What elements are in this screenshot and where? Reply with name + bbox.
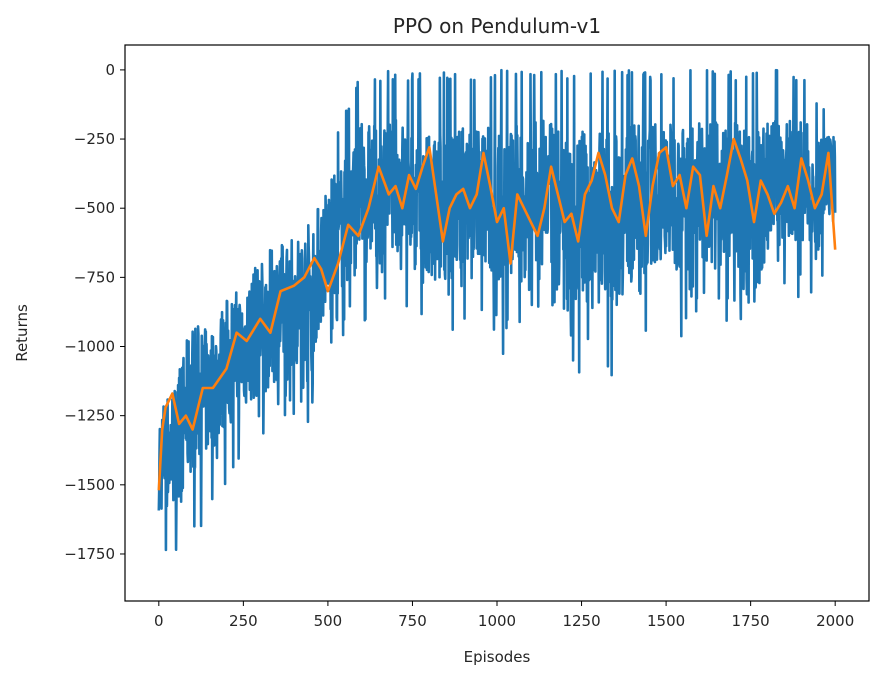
y-tick-label: −500 — [74, 199, 115, 217]
series-moving-average-line — [157, 137, 837, 491]
x-tick-label: 500 — [314, 612, 343, 630]
x-tick-label: 750 — [398, 612, 427, 630]
y-axis-label: Returns — [13, 304, 31, 362]
x-tick-label: 1250 — [562, 612, 600, 630]
axes: 0 250 500 750 1000 1250 1500 1750 2000 0 −250 −500 −… — [64, 44, 870, 630]
y-tick-label: −250 — [74, 130, 115, 148]
y-tick-label: 0 — [105, 61, 115, 79]
x-axis-label: Episodes — [464, 648, 531, 666]
y-tick-label: −1250 — [64, 407, 115, 425]
x-tick-label: 2000 — [816, 612, 854, 630]
y-tick-label: −1000 — [64, 338, 115, 356]
x-tick-label: 1000 — [478, 612, 516, 630]
chart-title: PPO on Pendulum-v1 — [393, 14, 601, 38]
y-tick-label: −1750 — [64, 545, 115, 563]
y-tick-label: −1500 — [64, 476, 115, 494]
x-tick-label: 1750 — [732, 612, 770, 630]
plot-area — [157, 68, 837, 552]
x-tick-label: 0 — [154, 612, 164, 630]
x-tick-label: 1500 — [647, 612, 685, 630]
x-tick-label: 250 — [229, 612, 258, 630]
y-tick-label: −750 — [74, 268, 115, 286]
